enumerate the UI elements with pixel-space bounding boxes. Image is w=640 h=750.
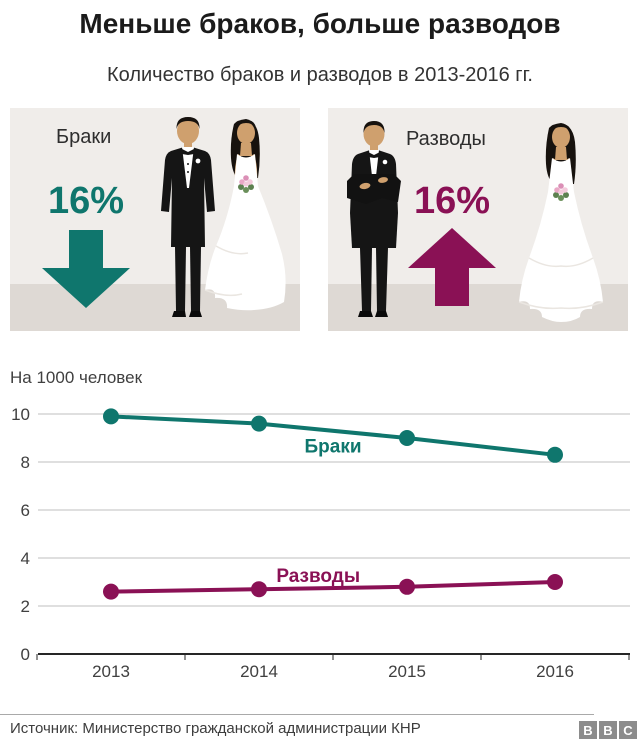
bouquet xyxy=(553,183,569,201)
footer-divider xyxy=(0,714,594,715)
bbc-logo-letter: C xyxy=(619,721,637,739)
divorces-change-value: 16% xyxy=(414,180,491,222)
down-arrow-icon xyxy=(42,230,130,308)
groom-figure xyxy=(161,117,215,317)
data-point xyxy=(103,583,119,600)
line-chart: 0 2 4 6 8 10 2013 2014 2015 2016 Браки Разводы xyxy=(11,405,630,681)
y-tick-label: 4 xyxy=(21,549,30,568)
data-point xyxy=(547,446,563,463)
series-line xyxy=(109,580,557,594)
data-point xyxy=(103,408,119,425)
source-text: Источник: Министерство гражданской админ… xyxy=(10,720,421,737)
y-tick-label: 0 xyxy=(21,645,30,664)
marriages-panel: Браки 16% xyxy=(10,108,300,331)
marriages-label: Браки xyxy=(56,126,112,148)
x-tick-label: 2013 xyxy=(92,662,130,681)
y-tick-label: 10 xyxy=(11,405,30,424)
data-point xyxy=(399,578,415,595)
x-tick-label: 2015 xyxy=(388,662,426,681)
up-arrow-icon xyxy=(408,228,496,306)
page-subtitle: Количество браков и разводов в 2013-2016… xyxy=(106,64,533,86)
marriages-change-value: 16% xyxy=(48,180,125,222)
series-label: Разводы xyxy=(276,566,360,587)
bride-illustration xyxy=(518,123,604,322)
bbc-logo-letter: B xyxy=(599,721,617,739)
groom-illustration xyxy=(347,121,401,317)
chart-unit-label: На 1000 человек xyxy=(10,368,143,387)
series-line xyxy=(109,414,557,457)
series-label: Браки xyxy=(304,436,361,457)
bbc-logo: B B C xyxy=(579,721,637,739)
data-point xyxy=(251,415,267,432)
y-tick-label: 8 xyxy=(21,453,30,472)
x-tick-label: 2014 xyxy=(240,662,278,681)
bbc-logo-letter: B xyxy=(579,721,597,739)
data-point xyxy=(251,581,267,598)
divorces-panel: Разводы 16% xyxy=(328,108,628,331)
y-tick-label: 6 xyxy=(21,501,30,520)
x-tick-label: 2016 xyxy=(536,662,574,681)
bouquet xyxy=(238,175,254,193)
page-title: Меньше браков, больше разводов xyxy=(79,8,561,39)
data-point xyxy=(547,574,563,590)
data-point xyxy=(399,430,415,446)
bride-and-groom-illustration xyxy=(161,117,286,317)
divorces-label: Разводы xyxy=(406,128,486,150)
bride-figure xyxy=(204,119,286,311)
y-tick-label: 2 xyxy=(21,597,30,616)
